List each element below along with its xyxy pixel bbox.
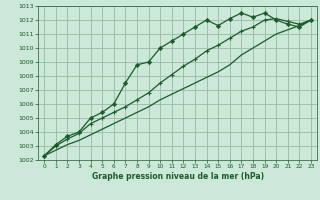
X-axis label: Graphe pression niveau de la mer (hPa): Graphe pression niveau de la mer (hPa) [92, 172, 264, 181]
